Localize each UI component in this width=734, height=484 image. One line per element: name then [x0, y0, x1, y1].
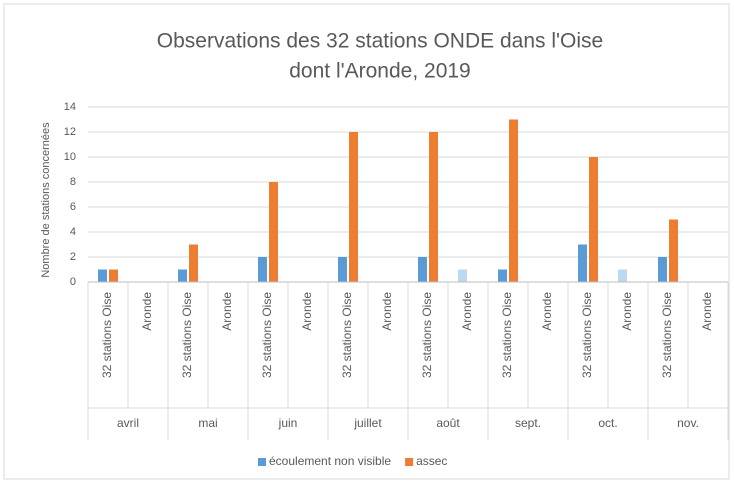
- legend-swatch: [258, 458, 266, 466]
- bar: [338, 257, 347, 282]
- y-tick-label: 0: [70, 276, 76, 288]
- chart-title: dont l'Aronde, 2019: [289, 60, 470, 83]
- bar: [269, 182, 278, 282]
- bar: [349, 132, 358, 282]
- bar: [578, 244, 587, 282]
- x-tick-label: 32 stations Oise: [260, 292, 274, 378]
- bar: [258, 257, 267, 282]
- x-tick-label: 32 stations Oise: [100, 292, 114, 378]
- x-tick-label: Aronde: [300, 292, 314, 331]
- bar: [109, 269, 118, 282]
- group-label: août: [436, 416, 460, 430]
- bar: [589, 157, 598, 282]
- bar: [669, 219, 678, 282]
- y-tick-label: 4: [70, 226, 76, 238]
- x-tick-label: 32 stations Oise: [340, 292, 354, 378]
- x-tick-label: Aronde: [460, 292, 474, 331]
- y-tick-label: 2: [70, 251, 76, 263]
- bar: [178, 269, 187, 282]
- group-label: avril: [117, 416, 139, 430]
- chart-title: Observations des 32 stations ONDE dans l…: [157, 30, 603, 53]
- x-tick-label: 32 stations Oise: [180, 292, 194, 378]
- bar: [498, 269, 507, 282]
- group-label: juillet: [353, 416, 382, 430]
- x-tick-label: Aronde: [700, 292, 714, 331]
- legend-label: assec: [416, 454, 447, 468]
- bar: [98, 269, 107, 282]
- x-tick-label: 32 stations Oise: [580, 292, 594, 378]
- x-tick-label: Aronde: [380, 292, 394, 331]
- bar: [418, 257, 427, 282]
- group-label: mai: [198, 416, 217, 430]
- group-label: sept.: [515, 416, 541, 430]
- group-label: juin: [278, 416, 298, 430]
- x-tick-label: 32 stations Oise: [420, 292, 434, 378]
- legend-swatch: [405, 458, 414, 466]
- y-tick-label: 6: [70, 201, 76, 213]
- y-tick-label: 8: [70, 176, 76, 188]
- bar: [458, 269, 467, 282]
- bar: [429, 132, 438, 282]
- y-tick-label: 10: [64, 151, 76, 163]
- y-tick-label: 14: [64, 101, 76, 113]
- x-tick-label: Aronde: [620, 292, 634, 331]
- group-label: oct.: [598, 416, 617, 430]
- x-tick-label: 32 stations Oise: [500, 292, 514, 378]
- x-tick-label: Aronde: [220, 292, 234, 331]
- y-axis-title: Nombre de stations concernées: [40, 122, 52, 278]
- y-tick-label: 12: [64, 126, 76, 138]
- bar: [509, 119, 518, 282]
- x-tick-label: Aronde: [540, 292, 554, 331]
- bar: [189, 244, 198, 282]
- group-label: nov.: [677, 416, 699, 430]
- x-tick-label: 32 stations Oise: [660, 292, 674, 378]
- legend-label: écoulement non visible: [269, 454, 391, 468]
- bar: [618, 269, 627, 282]
- bar: [658, 257, 667, 282]
- x-tick-label: Aronde: [140, 292, 154, 331]
